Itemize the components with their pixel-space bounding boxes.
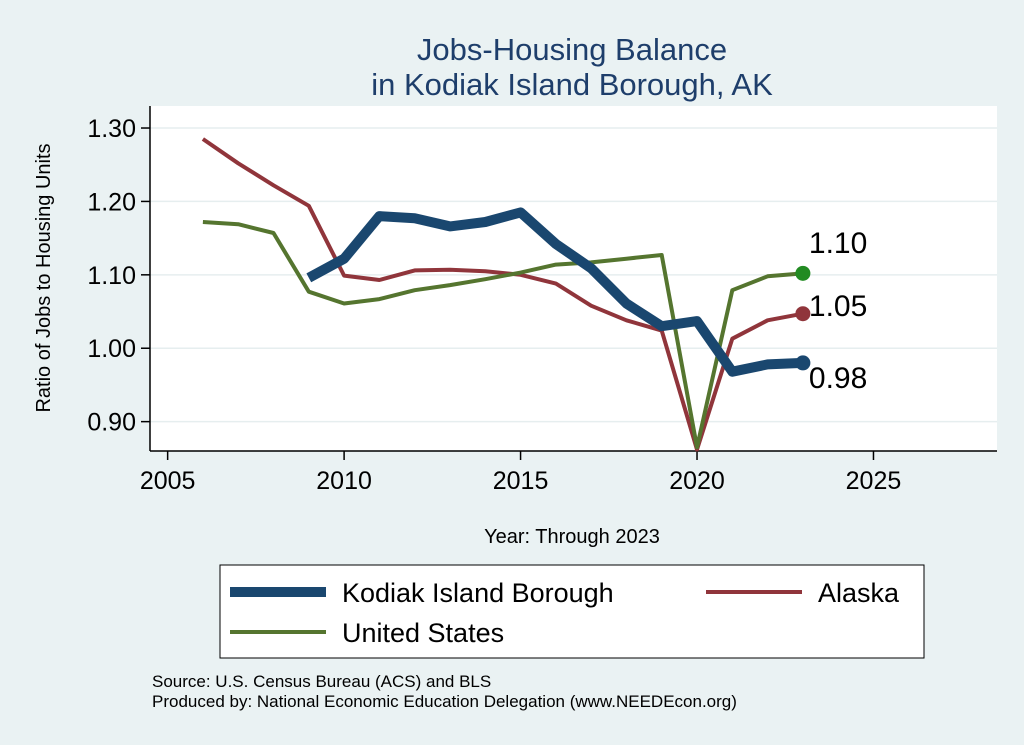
series-lines [201, 137, 804, 452]
y-axis-label: Ratio of Jobs to Housing Units [33, 143, 55, 412]
legend-label-kodiak: Kodiak Island Borough [342, 578, 614, 608]
legend-box [219, 564, 925, 659]
legend-label-alaska: Alaska [818, 578, 900, 608]
y-tick-label: 1.10 [87, 262, 136, 290]
source-note: Source: U.S. Census Bureau (ACS) and BLS [152, 672, 491, 691]
end-label-alaska: 1.05 [809, 290, 867, 323]
x-tick-label: 2025 [846, 467, 902, 495]
x-axis-ticks: 2005 2010 2015 2020 2025 [140, 451, 901, 495]
chart-title-line-2: in Kodiak Island Borough, AK [371, 67, 773, 102]
y-tick-label: 1.00 [87, 335, 136, 363]
legend-label-united-states: United States [342, 618, 504, 648]
y-axis-ticks: 0.90 1.00 1.10 1.20 1.30 [87, 115, 150, 437]
end-marker-alaska [795, 306, 811, 322]
y-tick-label: 1.30 [87, 115, 136, 143]
x-tick-label: 2005 [140, 467, 196, 495]
x-tick-label: 2010 [316, 467, 372, 495]
chart-title-line-1: Jobs-Housing Balance [417, 32, 727, 67]
series-line-kodiak-island-borough [306, 207, 804, 377]
y-tick-label: 1.20 [87, 188, 136, 216]
x-tick-label: 2020 [669, 467, 725, 495]
produced-by-note: Produced by: National Economic Education… [152, 692, 737, 711]
x-axis-label: Year: Through 2023 [484, 526, 660, 548]
end-markers [795, 265, 811, 371]
series-line-alaska [201, 137, 804, 452]
end-value-labels: 0.98 1.05 1.10 [809, 227, 867, 395]
legend: Kodiak Island Borough Alaska United Stat… [219, 564, 925, 659]
gridlines [150, 127, 997, 423]
plot-area [150, 106, 997, 451]
series-line-united-states [202, 220, 804, 450]
end-label-united-states: 1.10 [809, 227, 867, 260]
x-tick-label: 2015 [493, 467, 549, 495]
end-marker-kodiak-island-borough [795, 355, 811, 371]
y-tick-label: 0.90 [87, 409, 136, 437]
end-label-kodiak-island-borough: 0.98 [809, 362, 867, 395]
end-marker-united-states [795, 265, 811, 281]
